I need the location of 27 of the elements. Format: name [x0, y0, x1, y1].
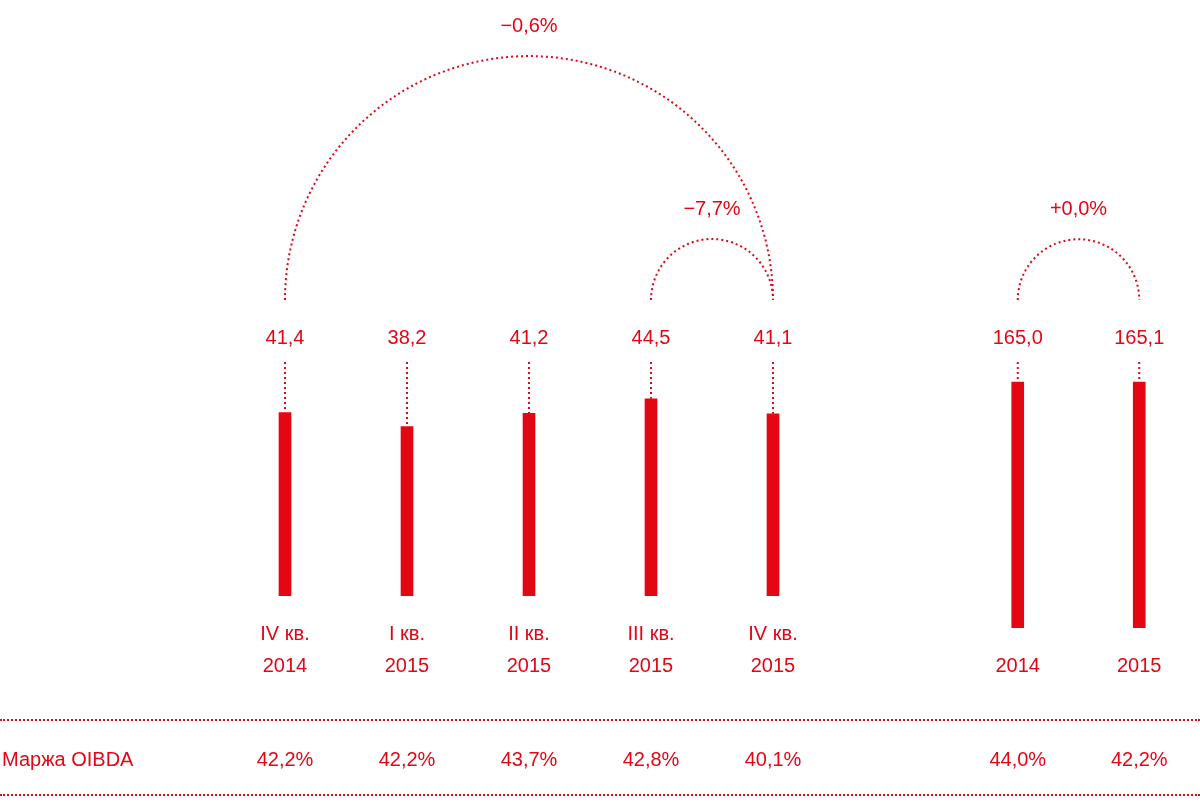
x-tick-label: IV кв. 2015 [748, 621, 798, 676]
x-tick-label: III кв. 2015 [627, 621, 675, 676]
data-label: 38,2 [387, 325, 427, 348]
x-tick-label: IV кв. 2014 [260, 621, 310, 676]
text: 42,2% [378, 747, 436, 770]
bar [278, 412, 292, 596]
data-label: 44,5 [631, 325, 671, 348]
text: −7,7% [683, 196, 741, 219]
data-label: 41,1 [753, 325, 793, 348]
text: 42,2% [256, 747, 314, 770]
text: 42,2% [1110, 747, 1168, 770]
text: 40,1% [744, 747, 802, 770]
text: Маржа OIBDA [2, 747, 135, 770]
text: −0,6% [500, 13, 558, 36]
data-label: 165,1 [1114, 325, 1165, 348]
x-tick-label: I кв. 2015 [384, 621, 430, 676]
text: 43,7% [500, 747, 558, 770]
data-label: 41,4 [265, 325, 305, 348]
x-tick-label: 2014 [995, 653, 1040, 676]
bar [400, 426, 414, 596]
text: 42,8% [622, 747, 680, 770]
data-label: 41,2 [509, 325, 549, 348]
data-label: 165,0 [992, 325, 1043, 348]
text: +0,0% [1049, 196, 1108, 219]
x-tick-label: 2015 [1117, 653, 1162, 676]
text: 44,0% [989, 747, 1047, 770]
x-tick-label: II кв. 2015 [506, 621, 552, 676]
